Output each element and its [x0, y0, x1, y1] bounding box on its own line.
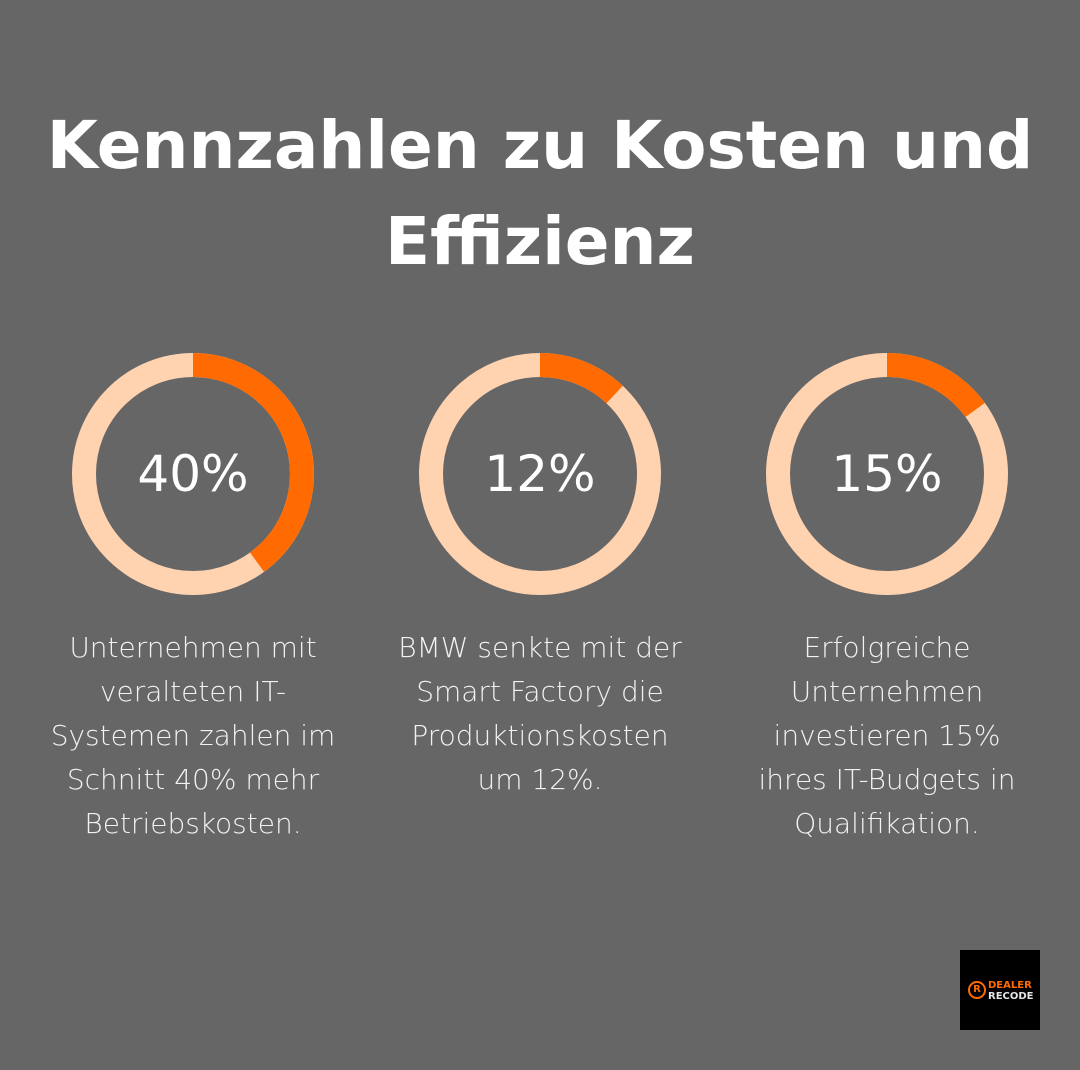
stat-description-2: BMW senkte mit der Smart Factory die Pro…	[398, 631, 682, 796]
page-title: Kennzahlen zu Kosten und Effizienz	[46, 107, 1034, 280]
stat-description-3: Erfolgreiche Unternehmen investieren 15%…	[758, 631, 1016, 840]
donut-value-label: 15%	[831, 445, 943, 503]
logo-r-icon: R	[968, 981, 986, 999]
donut-value-label: 40%	[137, 445, 249, 503]
stat-description-1: Unternehmen mit veralteten IT-Systemen z…	[50, 631, 336, 840]
donut-svg	[72, 353, 314, 595]
donut-value-arc	[886, 353, 985, 418]
donut-svg	[766, 353, 1008, 595]
donut-svg	[419, 353, 661, 595]
donut-chart-1: 40%	[72, 353, 314, 595]
donut-chart-3: 15%	[766, 353, 1008, 595]
donut-value-arc	[192, 353, 314, 572]
donut-chart-2: 12%	[419, 353, 661, 595]
logo-line2: RECODE	[988, 991, 1034, 1002]
dealer-recode-logo: R DEALER RECODE	[960, 950, 1040, 1030]
donut-value-label: 12%	[484, 445, 596, 503]
donut-value-arc	[539, 353, 623, 404]
logo-line1: DEALER	[988, 980, 1032, 991]
